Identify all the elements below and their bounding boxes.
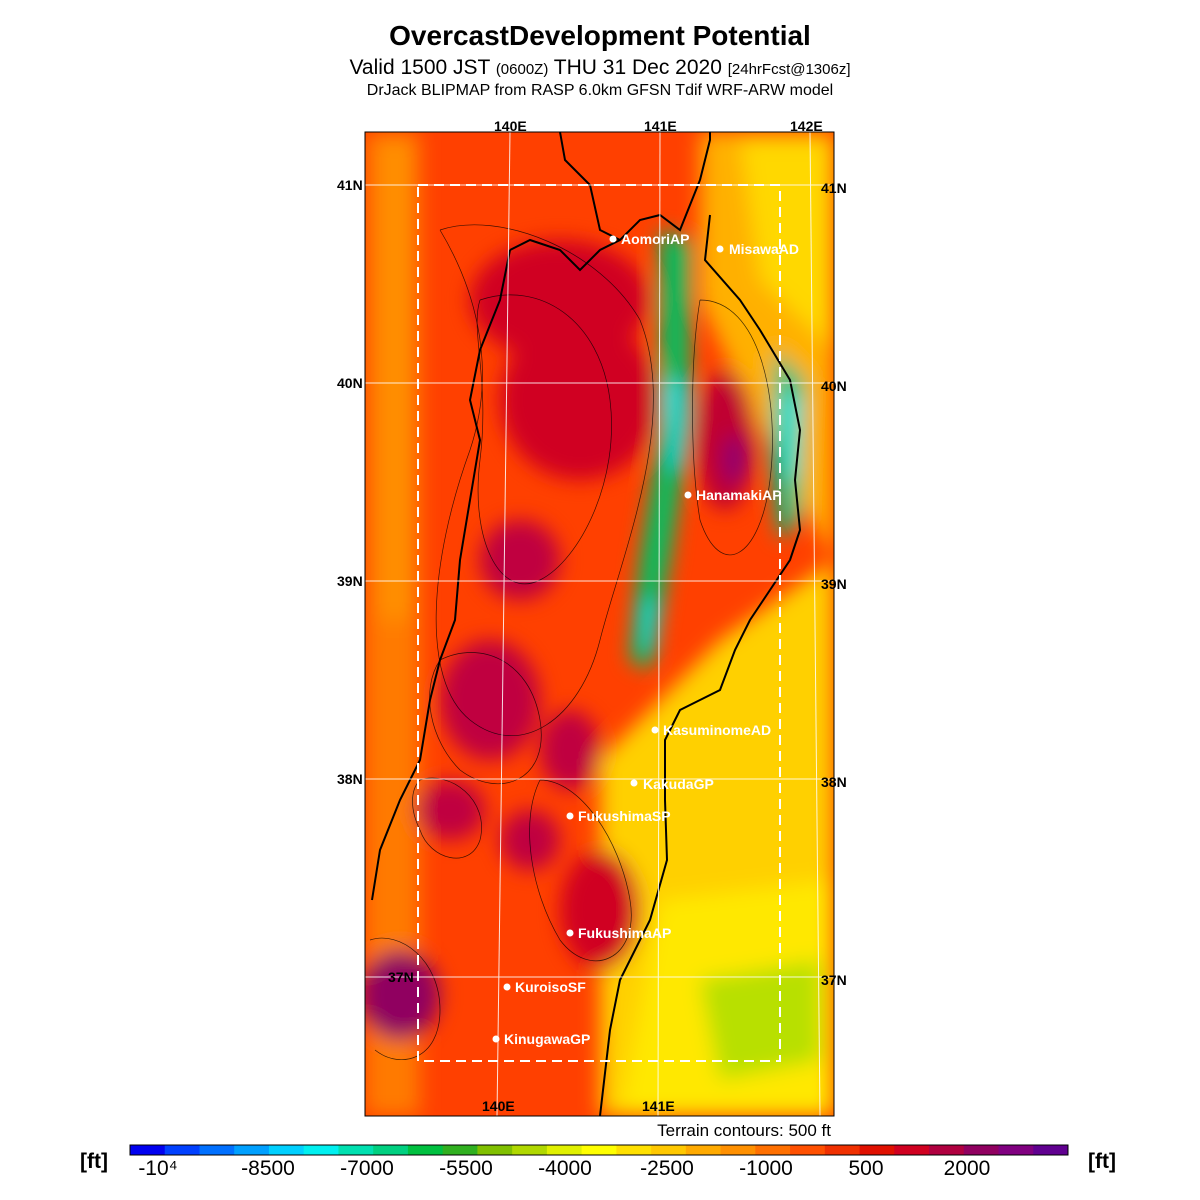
lat-label-right: 40N (821, 378, 847, 394)
subtitle-zulu: (0600Z) (495, 61, 549, 78)
map-field (365, 132, 834, 1116)
colorbar-swatch (303, 1145, 339, 1155)
colorbar-tick-label: -7000 (340, 1157, 394, 1180)
colorbar-swatch (546, 1145, 583, 1155)
colorbar-tick-label: -1000 (739, 1157, 793, 1180)
lon-label-top: 141E (644, 118, 677, 134)
lon-label-bottom: 140E (482, 1098, 515, 1114)
colorbar-tick-label: -2500 (640, 1157, 694, 1180)
colorbar-unit-right: [ft] (1088, 1150, 1116, 1173)
colorbar-border (129, 1144, 1069, 1156)
station-label-misawa: MisawaAD (729, 241, 800, 257)
colorbar-tick-label: 2000 (943, 1157, 991, 1180)
station-label-kuroiso: KuroisoSF (515, 979, 586, 995)
colorbar-swatch (1033, 1145, 1069, 1155)
colorbar-swatch (477, 1145, 513, 1155)
colorbar-swatch (616, 1145, 652, 1155)
colorbar-swatch (338, 1145, 374, 1155)
station-label-kasuminome: KasuminomeAD (663, 722, 772, 738)
station-label-aomori: AomoriAP (621, 231, 690, 247)
lat-label-left: 40N (337, 375, 363, 391)
map-title: OvercastDevelopment Potential (389, 20, 811, 51)
colorbar-swatch (963, 1145, 1000, 1155)
subtitle-forecast: [24hrFcst@1306z] (727, 61, 851, 78)
lon-label-top: 140E (494, 118, 527, 134)
station-label-fukushima-ap: FukushimaAP (578, 925, 672, 941)
station-label-fukushima-sp: FukushimaSP (578, 808, 671, 824)
lat-label-right: 38N (821, 774, 847, 790)
colorbar-swatch (407, 1145, 444, 1155)
lon-label-top: 142E (790, 118, 823, 134)
colorbar-unit-left: [ft] (80, 1150, 108, 1173)
colorbar-tick-label: 500 (848, 1157, 884, 1180)
lat-label-right: 37N (821, 972, 847, 988)
colorbar-swatch (824, 1145, 861, 1155)
colorbar-swatch (685, 1145, 722, 1155)
colorbar-tick-label: -8500 (241, 1157, 295, 1180)
colorbar-swatch (651, 1145, 687, 1155)
lat-label-right: 39N (821, 576, 847, 592)
colorbar-swatch (929, 1145, 965, 1155)
station-label-hanamaki: HanamakiAP (696, 487, 782, 503)
colorbar-swatch (755, 1145, 791, 1155)
lat-label-left: 39N (337, 573, 363, 589)
colorbar-swatch (998, 1145, 1034, 1155)
colorbar-swatch (199, 1145, 235, 1155)
terrain-contour-note: Terrain contours: 500 ft (657, 1121, 831, 1140)
colorbar-swatch (894, 1145, 930, 1155)
colorbar-swatch (164, 1145, 200, 1155)
colorbar-tick-label: -5500 (439, 1157, 493, 1180)
colorbar-swatch (373, 1145, 409, 1155)
subtitle-prefix: Valid 1500 JST (349, 56, 496, 79)
colorbar (129, 1144, 1069, 1156)
valid-time-subtitle: Valid 1500 JST (0600Z) THU 31 Dec 2020 [… (0, 56, 1200, 80)
colorbar-tick-label: -10⁴ (138, 1157, 178, 1180)
station-label-kakuda: KakudaGP (643, 776, 714, 792)
lat-label-left: 37N (388, 969, 414, 985)
colorbar-swatch (512, 1145, 548, 1155)
colorbar-swatch (234, 1145, 270, 1155)
station-label-kinugawa: KinugawaGP (504, 1031, 591, 1047)
colorbar-swatch (130, 1145, 166, 1155)
lon-label-bottom: 141E (642, 1098, 675, 1114)
lat-label-right: 41N (821, 180, 847, 196)
colorbar-tick-label: -4000 (538, 1157, 592, 1180)
colorbar-swatch (790, 1145, 826, 1155)
lat-label-left: 41N (337, 177, 363, 193)
colorbar-swatch (720, 1145, 756, 1155)
colorbar-swatch (859, 1145, 895, 1155)
colorbar-swatch (442, 1145, 478, 1155)
subtitle-main: THU 31 Dec 2020 (548, 56, 728, 79)
model-line: DrJack BLIPMAP from RASP 6.0km GFSN Tdif… (366, 82, 834, 99)
colorbar-swatch (581, 1145, 617, 1155)
lat-label-left: 38N (337, 771, 363, 787)
colorbar-swatch (268, 1145, 305, 1155)
